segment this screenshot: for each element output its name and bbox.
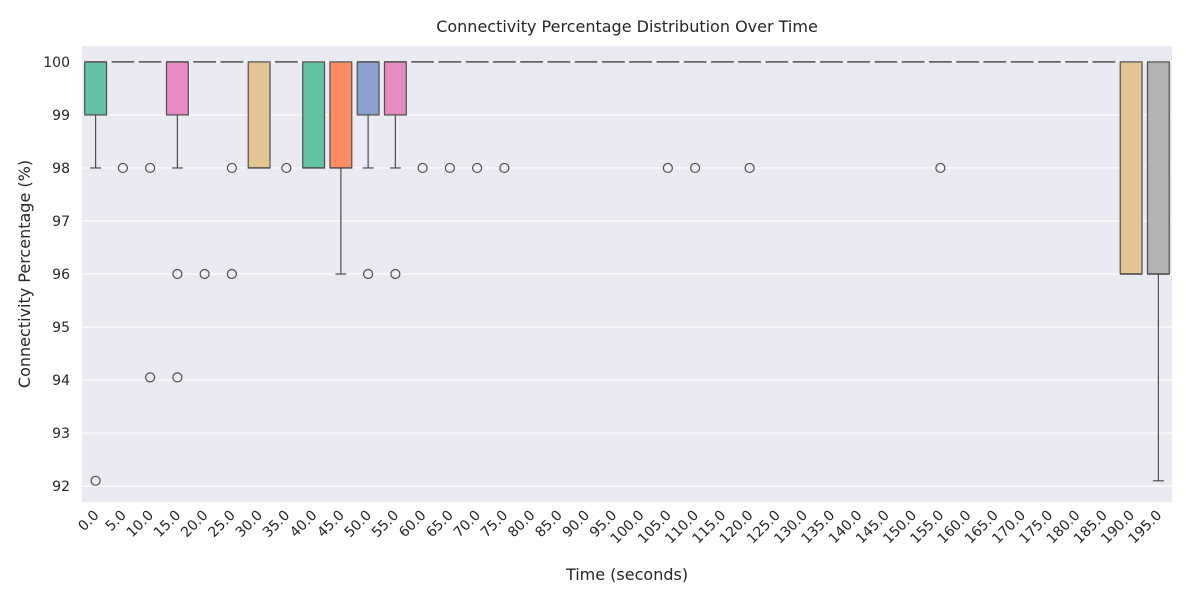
box-25.0 xyxy=(220,61,244,280)
box-55.0 xyxy=(383,61,407,280)
box-body xyxy=(84,61,108,116)
y-tick-label: 97 xyxy=(52,214,70,230)
outlier-point xyxy=(226,268,237,280)
box-120.0 xyxy=(738,61,762,174)
box-15.0 xyxy=(165,61,189,383)
box-155.0 xyxy=(928,61,952,174)
y-tick-label: 100 xyxy=(43,55,70,71)
x-axis-label: Time (seconds) xyxy=(565,565,688,584)
y-tick-label: 92 xyxy=(52,479,70,495)
chart-title: Connectivity Percentage Distribution Ove… xyxy=(436,17,818,36)
y-axis-label: Connectivity Percentage (%) xyxy=(15,160,34,388)
box-body xyxy=(383,61,407,116)
outlier-point xyxy=(363,268,374,280)
box-body xyxy=(165,61,189,116)
box-5.0 xyxy=(111,61,135,174)
box-190.0 xyxy=(1119,61,1143,275)
outlier-point xyxy=(499,162,510,174)
outlier-point xyxy=(145,162,156,174)
box-110.0 xyxy=(683,61,707,174)
outlier-point xyxy=(417,162,428,174)
y-tick-label: 94 xyxy=(52,373,70,389)
box-30.0 xyxy=(247,61,271,169)
box-20.0 xyxy=(193,61,217,280)
box-65.0 xyxy=(438,61,462,174)
outlier-point xyxy=(281,162,292,174)
box-50.0 xyxy=(356,61,380,280)
box-195.0 xyxy=(1146,61,1170,482)
box-body xyxy=(1146,61,1170,275)
y-tick-label: 98 xyxy=(52,161,70,177)
outlier-point xyxy=(90,475,101,486)
box-40.0 xyxy=(302,61,326,169)
y-tick-label: 95 xyxy=(52,320,70,336)
outlier-point xyxy=(935,162,946,174)
box-body xyxy=(302,61,326,169)
box-35.0 xyxy=(274,61,298,174)
outlier-point xyxy=(690,162,701,174)
box-60.0 xyxy=(411,61,435,174)
box-75.0 xyxy=(492,61,516,174)
box-0.0 xyxy=(84,61,108,486)
outlier-point xyxy=(472,162,483,174)
outlier-point xyxy=(226,162,237,174)
outlier-point xyxy=(444,162,455,174)
box-series xyxy=(84,61,1170,486)
box-body xyxy=(356,61,380,116)
outlier-point xyxy=(744,162,755,174)
outlier-point xyxy=(662,162,673,174)
box-10.0 xyxy=(138,61,162,383)
outlier-point xyxy=(172,372,183,383)
outlier-point xyxy=(199,268,210,280)
box-105.0 xyxy=(656,61,680,174)
box-body xyxy=(247,61,271,169)
box-body xyxy=(329,61,353,169)
y-tick-label: 96 xyxy=(52,267,70,283)
y-axis-ticks: 92 93 94 95 96 97 98 99 100 xyxy=(43,55,70,495)
box-45.0 xyxy=(329,61,353,275)
y-tick-label: 99 xyxy=(52,108,70,124)
outlier-point xyxy=(145,372,156,383)
y-tick-label: 93 xyxy=(52,426,70,442)
outlier-point xyxy=(390,268,401,280)
box-70.0 xyxy=(465,61,489,174)
outlier-point xyxy=(172,268,183,280)
box-body xyxy=(1119,61,1143,275)
outlier-point xyxy=(117,162,128,174)
